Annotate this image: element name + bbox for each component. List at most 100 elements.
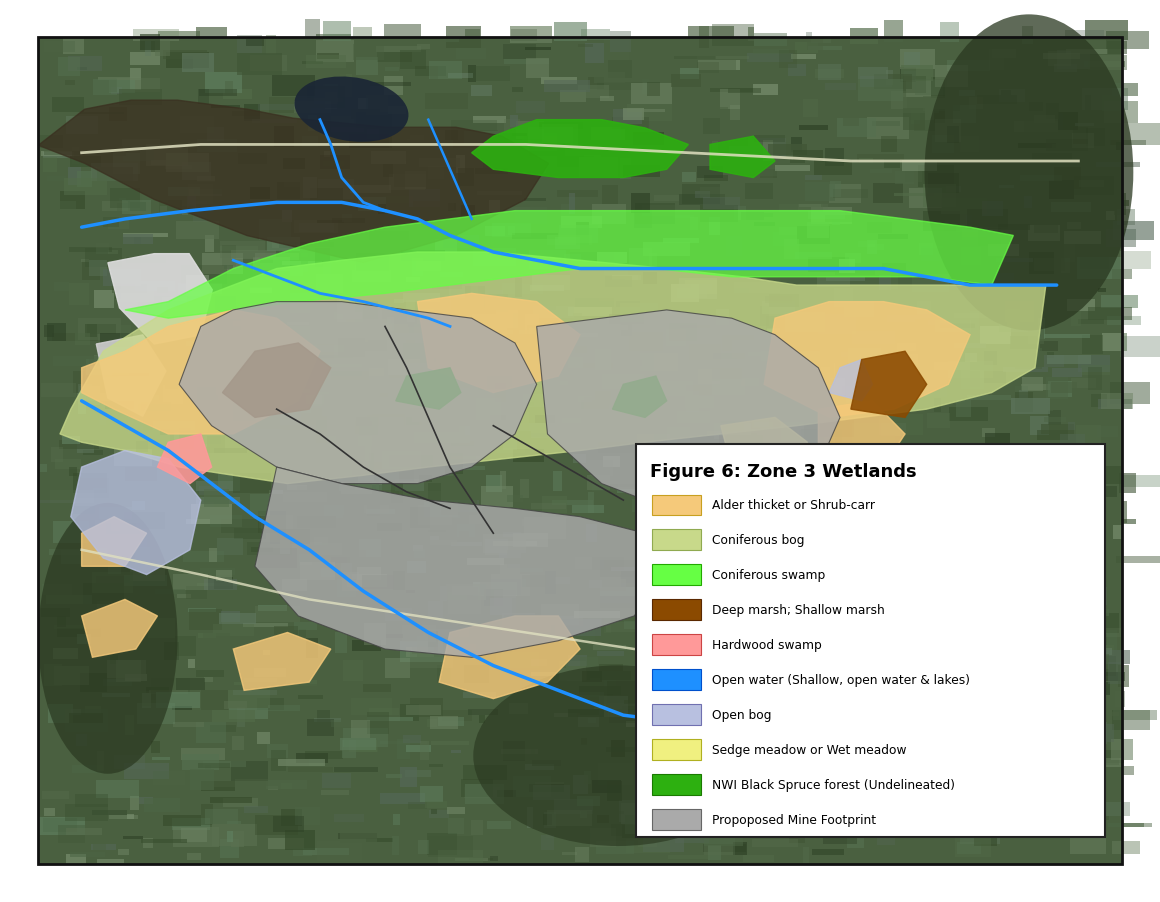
Bar [118, 850, 129, 855]
Bar [919, 718, 942, 723]
Bar [409, 190, 441, 207]
Bar [839, 260, 855, 273]
Bar [687, 118, 733, 122]
Bar [107, 682, 136, 703]
Bar [1059, 767, 1071, 789]
Bar [908, 189, 942, 209]
Bar [273, 815, 304, 833]
Bar [523, 272, 531, 285]
Bar [580, 334, 597, 338]
Bar [697, 167, 724, 179]
Bar [705, 666, 738, 684]
Bar [278, 327, 310, 345]
Bar [645, 607, 688, 612]
Bar [710, 472, 731, 478]
Bar [166, 53, 209, 69]
Bar [292, 848, 312, 856]
Bar [652, 809, 701, 830]
Bar [78, 385, 93, 405]
Bar [786, 373, 812, 389]
Bar [991, 771, 1002, 785]
Bar [406, 161, 428, 175]
Bar [369, 708, 399, 715]
Bar [153, 322, 164, 327]
Bar [672, 669, 705, 688]
Bar [858, 68, 887, 80]
Bar [385, 69, 399, 72]
Bar [408, 802, 427, 809]
Bar [394, 300, 404, 304]
Bar [825, 747, 858, 759]
Bar [281, 540, 290, 555]
Bar [673, 216, 694, 218]
Bar [467, 290, 502, 304]
Bar [955, 835, 991, 858]
Bar [258, 548, 297, 568]
Bar [430, 540, 457, 546]
Bar [331, 116, 354, 125]
Bar [151, 677, 190, 700]
Bar [713, 736, 748, 752]
Bar [467, 558, 503, 566]
Bar [1024, 612, 1053, 621]
Bar [608, 484, 641, 488]
Bar [1024, 408, 1053, 411]
Bar [451, 466, 486, 471]
Bar [365, 96, 389, 115]
Bar [902, 382, 914, 395]
Bar [579, 693, 604, 709]
Bar [977, 538, 1016, 542]
Bar [86, 360, 129, 376]
Bar [659, 381, 693, 397]
Bar [531, 659, 548, 666]
Bar [1052, 369, 1081, 378]
Bar [206, 128, 224, 142]
Bar [996, 228, 1013, 234]
Bar [544, 80, 590, 93]
Bar [377, 47, 421, 52]
Bar [360, 398, 368, 404]
Bar [970, 372, 980, 388]
Bar [754, 829, 799, 834]
Bar [245, 806, 268, 814]
Bar [957, 842, 980, 854]
Bar [277, 305, 295, 322]
Bar [667, 428, 690, 445]
Bar [597, 443, 638, 454]
Bar [1051, 203, 1092, 213]
Bar [791, 138, 803, 153]
Bar [904, 109, 925, 131]
Bar [1097, 487, 1117, 497]
Bar [570, 253, 614, 268]
Bar [835, 270, 876, 276]
Bar [53, 521, 89, 544]
Bar [652, 774, 701, 796]
Bar [727, 580, 737, 592]
Bar [1122, 475, 1160, 488]
Bar [314, 718, 341, 723]
Bar [822, 739, 865, 743]
Bar [487, 821, 512, 829]
Bar [541, 835, 554, 850]
Bar [322, 262, 331, 276]
Bar [623, 166, 660, 178]
Bar [303, 848, 349, 855]
Bar [86, 706, 101, 714]
Bar [41, 152, 72, 157]
Bar [393, 136, 409, 140]
Bar [668, 446, 684, 465]
Bar [541, 78, 577, 86]
Bar [464, 132, 498, 144]
Bar [1061, 496, 1079, 502]
Bar [590, 678, 600, 697]
Bar [283, 492, 327, 502]
Bar [848, 349, 880, 366]
Bar [96, 859, 124, 863]
Bar [522, 519, 531, 526]
Bar [345, 740, 378, 752]
Bar [356, 113, 392, 129]
Bar [198, 89, 237, 97]
Bar [452, 131, 499, 149]
Bar [820, 421, 855, 438]
Bar [872, 589, 890, 597]
